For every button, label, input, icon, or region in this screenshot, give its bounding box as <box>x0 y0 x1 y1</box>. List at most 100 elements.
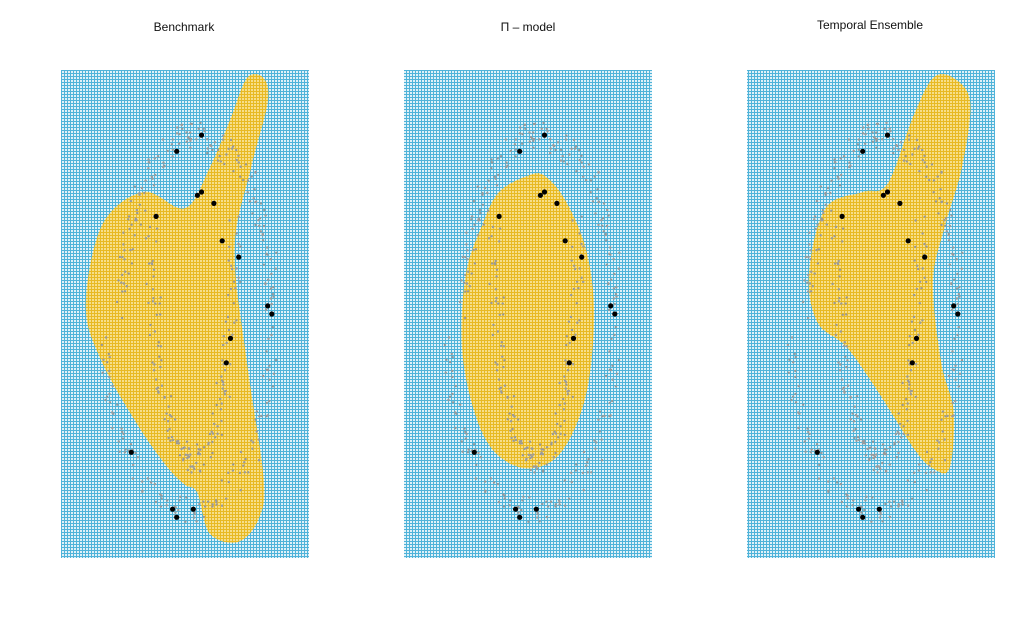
unlabeled-point <box>491 333 495 337</box>
unlabeled-point <box>202 500 205 503</box>
unlabeled-point <box>591 200 595 203</box>
unlabeled-point <box>237 242 240 246</box>
unlabeled-point <box>925 280 928 284</box>
unlabeled-point <box>902 148 906 152</box>
unlabeled-point <box>613 272 616 276</box>
unlabeled-point <box>549 151 552 155</box>
unlabeled-point <box>797 411 800 414</box>
unlabeled-point <box>503 494 506 497</box>
labeled-point <box>897 200 903 206</box>
unlabeled-point <box>104 398 107 402</box>
unlabeled-point <box>490 161 493 164</box>
unlabeled-point <box>840 302 843 305</box>
unlabeled-point <box>845 365 848 369</box>
unlabeled-point <box>807 273 810 277</box>
unlabeled-point <box>901 500 904 504</box>
unlabeled-point <box>495 184 499 187</box>
unlabeled-point <box>228 363 232 366</box>
labeled-point <box>554 200 560 206</box>
unlabeled-point <box>810 448 813 451</box>
unlabeled-point <box>875 453 878 456</box>
unlabeled-point <box>225 497 228 500</box>
unlabeled-point <box>956 302 959 306</box>
unlabeled-point <box>216 159 220 162</box>
unlabeled-point <box>231 469 235 472</box>
unlabeled-point <box>231 333 234 336</box>
unlabeled-point <box>933 471 936 474</box>
unlabeled-point <box>871 496 874 499</box>
unlabeled-point <box>147 158 150 161</box>
unlabeled-point <box>864 132 867 136</box>
unlabeled-point <box>244 163 248 166</box>
unlabeled-point <box>514 438 518 442</box>
unlabeled-point <box>499 155 503 158</box>
unlabeled-point <box>902 432 905 435</box>
unlabeled-point <box>270 272 273 276</box>
unlabeled-point <box>814 227 817 231</box>
unlabeled-point <box>151 300 155 303</box>
unlabeled-point <box>793 352 796 356</box>
unlabeled-point <box>132 463 135 467</box>
unlabeled-point <box>232 463 235 466</box>
unlabeled-point <box>908 383 911 386</box>
unlabeled-point <box>960 267 963 270</box>
unlabeled-point <box>513 143 517 146</box>
labeled-point <box>922 254 928 260</box>
labeled-point <box>909 360 915 366</box>
unlabeled-point <box>510 405 513 408</box>
unlabeled-point <box>906 375 909 378</box>
unlabeled-point <box>124 270 127 273</box>
unlabeled-point <box>907 138 911 141</box>
unlabeled-point <box>271 385 275 388</box>
unlabeled-point <box>227 259 230 262</box>
unlabeled-point <box>939 188 942 191</box>
unlabeled-point <box>153 157 156 160</box>
unlabeled-point <box>837 263 840 266</box>
unlabeled-point <box>957 385 961 388</box>
unlabeled-point <box>875 465 878 468</box>
unlabeled-point <box>571 245 574 249</box>
unlabeled-point <box>570 293 573 297</box>
unlabeled-point <box>239 450 243 454</box>
unlabeled-point <box>538 138 541 141</box>
unlabeled-point <box>206 151 209 155</box>
unlabeled-point <box>593 175 596 178</box>
unlabeled-point <box>180 123 184 127</box>
unlabeled-point <box>216 432 219 435</box>
unlabeled-point <box>558 403 561 407</box>
unlabeled-point <box>565 343 568 347</box>
unlabeled-point <box>197 448 200 451</box>
unlabeled-point <box>136 211 139 215</box>
unlabeled-point <box>478 219 481 222</box>
unlabeled-point <box>917 469 921 472</box>
unlabeled-point <box>514 138 517 141</box>
unlabeled-point <box>564 359 567 362</box>
unlabeled-point <box>944 415 947 418</box>
unlabeled-point <box>940 418 943 421</box>
unlabeled-point <box>534 465 537 468</box>
unlabeled-point <box>187 455 191 459</box>
unlabeled-point <box>220 433 224 436</box>
unlabeled-point <box>833 301 836 305</box>
unlabeled-point <box>803 279 806 282</box>
unlabeled-point <box>193 511 196 514</box>
unlabeled-point <box>483 186 487 190</box>
unlabeled-point <box>465 432 468 436</box>
unlabeled-point <box>211 412 214 415</box>
unlabeled-point <box>598 410 602 413</box>
unlabeled-point <box>259 202 263 205</box>
unlabeled-point <box>938 197 941 200</box>
unlabeled-point <box>206 500 210 503</box>
unlabeled-point <box>857 138 860 141</box>
unlabeled-point <box>833 167 836 170</box>
unlabeled-point <box>498 313 501 316</box>
unlabeled-point <box>118 450 121 453</box>
unlabeled-point <box>265 350 268 353</box>
unlabeled-point <box>237 276 240 279</box>
unlabeled-point <box>220 379 224 382</box>
unlabeled-point <box>250 175 253 178</box>
unlabeled-point <box>251 447 254 450</box>
unlabeled-point <box>175 442 179 445</box>
unlabeled-point <box>593 439 596 442</box>
unlabeled-point <box>135 208 139 212</box>
